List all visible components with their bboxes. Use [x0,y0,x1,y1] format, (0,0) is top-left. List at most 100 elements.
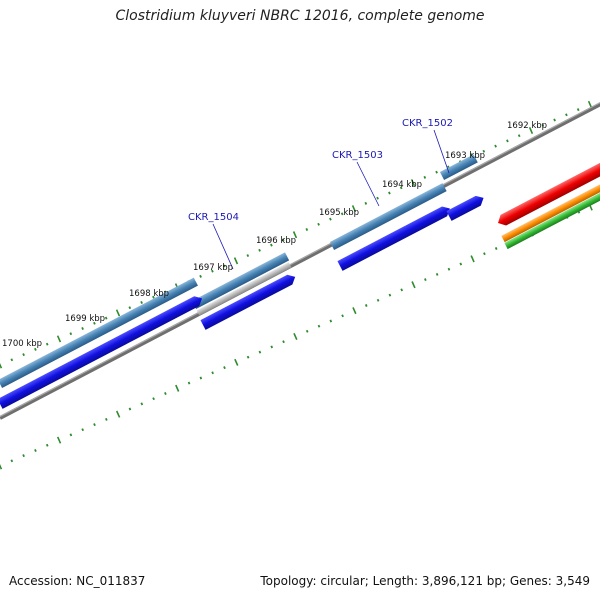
inner-ring-minor-tick [317,324,321,328]
cds-blue-ckr1504[interactable] [200,272,297,330]
outer-ring-minor-tick [199,274,202,278]
outer-ring-minor-tick [553,118,556,122]
inner-ring-minor-tick [388,293,392,297]
inner-ring-minor-tick [199,376,203,380]
inner-ring-minor-tick [483,252,486,256]
green-feature[interactable] [504,187,600,250]
outer-ring-minor-tick [329,217,332,221]
inner-ring-minor-tick [305,329,309,333]
tick-label-1693: 1693 kbp [445,151,485,161]
outer-ring-major-tick [0,363,3,369]
outer-ring-minor-tick [22,353,25,357]
orange-feature[interactable] [501,180,600,243]
outer-ring-minor-tick [576,108,580,112]
tick-label-1698: 1698 kbp [129,289,169,299]
outer-ring-major-tick [587,100,593,108]
outer-ring-minor-tick [435,170,438,174]
outer-ring-minor-tick [388,191,391,195]
tick-label-1699: 1699 kbp [65,314,105,324]
inner-ring-minor-tick [258,350,262,354]
inner-ring-major-tick [470,255,475,263]
outer-ring-minor-tick [104,316,108,320]
outer-ring-minor-tick [517,134,521,138]
outer-ring-minor-tick [270,243,273,247]
outer-ring-major-tick [292,231,298,239]
inner-ring-minor-tick [376,298,380,302]
inner-ring-minor-tick [10,459,14,463]
cds-blue-ckr1503[interactable] [337,204,452,271]
outer-ring-minor-tick [246,254,250,257]
outer-ring-major-tick [115,309,121,317]
tick-label-1692: 1692 kbp [507,121,547,131]
inner-ring-minor-tick [246,355,250,359]
inner-ring-minor-tick [459,262,463,266]
gene-outer-ckr1502[interactable] [439,154,478,180]
outer-ring-minor-tick [211,269,214,273]
inner-ring-minor-tick [128,407,132,411]
inner-ring-minor-tick [211,371,214,375]
tick-label-1697: 1697 kbp [193,263,233,273]
inner-ring-major-tick [0,464,3,470]
map-title: Clostridium kluyveri NBRC 12016, complet… [115,8,485,24]
gene-label-leaders [212,129,450,270]
inner-ring-major-tick [411,281,416,289]
inner-ring-minor-tick [435,272,439,276]
inner-ring-minor-tick [140,402,144,406]
inner-tick-ring [0,203,593,470]
outer-ring-minor-tick [10,358,14,362]
outer-ring-minor-tick [140,301,143,304]
inner-ring-minor-tick [400,288,404,292]
outer-ring-minor-tick [222,264,226,268]
outer-ring-minor-tick [399,186,403,190]
inner-ring-major-tick [175,384,180,392]
inner-ring-minor-tick [494,247,498,250]
outer-ring-minor-tick [340,212,344,216]
outer-ring-minor-tick [364,201,368,205]
gene-outer-ckr1504[interactable] [191,252,290,309]
inner-ring-major-tick [293,332,298,341]
outer-ring-minor-tick [494,144,497,148]
gene-outer-ckr1503[interactable] [329,183,447,250]
gene-label-ckr1504: CKR_1504 [188,212,239,223]
inner-ring-minor-tick [223,366,226,370]
outer-ring-minor-tick [482,149,486,153]
outer-ring-minor-tick [93,321,96,325]
outer-ring-major-tick [528,126,534,135]
outer-ring-minor-tick [317,222,320,226]
gene-outer-large[interactable] [0,277,198,388]
inner-ring-minor-tick [34,449,37,452]
outer-ring-minor-tick [376,196,379,200]
inner-ring-minor-tick [164,392,167,395]
outer-ring-minor-tick [34,347,37,351]
inner-ring-minor-tick [69,433,73,437]
inner-ring-minor-tick [329,319,333,323]
red-feature[interactable] [495,157,600,228]
gene-label-ckr1502: CKR_1502 [402,118,453,129]
cds-blue-large[interactable] [0,293,205,409]
inner-ring-minor-tick [81,428,85,432]
tick-label-1696: 1696 kbp [256,236,296,246]
accession-label: Accession: NC_011837 [9,574,146,588]
outer-ring-minor-tick [541,123,545,127]
tick-label-1695: 1695 kbp [319,208,359,218]
outer-ring-minor-tick [45,342,49,346]
gene-label-ckr1503: CKR_1503 [332,150,383,161]
inner-ring-minor-tick [447,267,451,271]
inner-ring-minor-tick [270,345,274,349]
outer-ring-minor-tick [565,113,568,117]
outer-ring-minor-tick [281,238,285,242]
inner-ring-minor-tick [105,417,108,421]
outer-ring-minor-tick [69,332,73,336]
cds-blue-ckr1502[interactable] [446,193,486,221]
outer-ring-major-tick [233,257,239,265]
inner-ring-minor-tick [424,278,427,282]
outer-ring-major-tick [351,205,357,213]
inner-ring-minor-tick [93,423,96,427]
outer-ring-major-tick [410,179,416,187]
inner-ring-major-tick [115,410,121,418]
gene-grey-orf[interactable] [196,262,292,316]
inner-ring-minor-tick [364,304,368,307]
inner-ring-major-tick [234,358,239,366]
outer-ring-minor-tick [258,248,261,252]
